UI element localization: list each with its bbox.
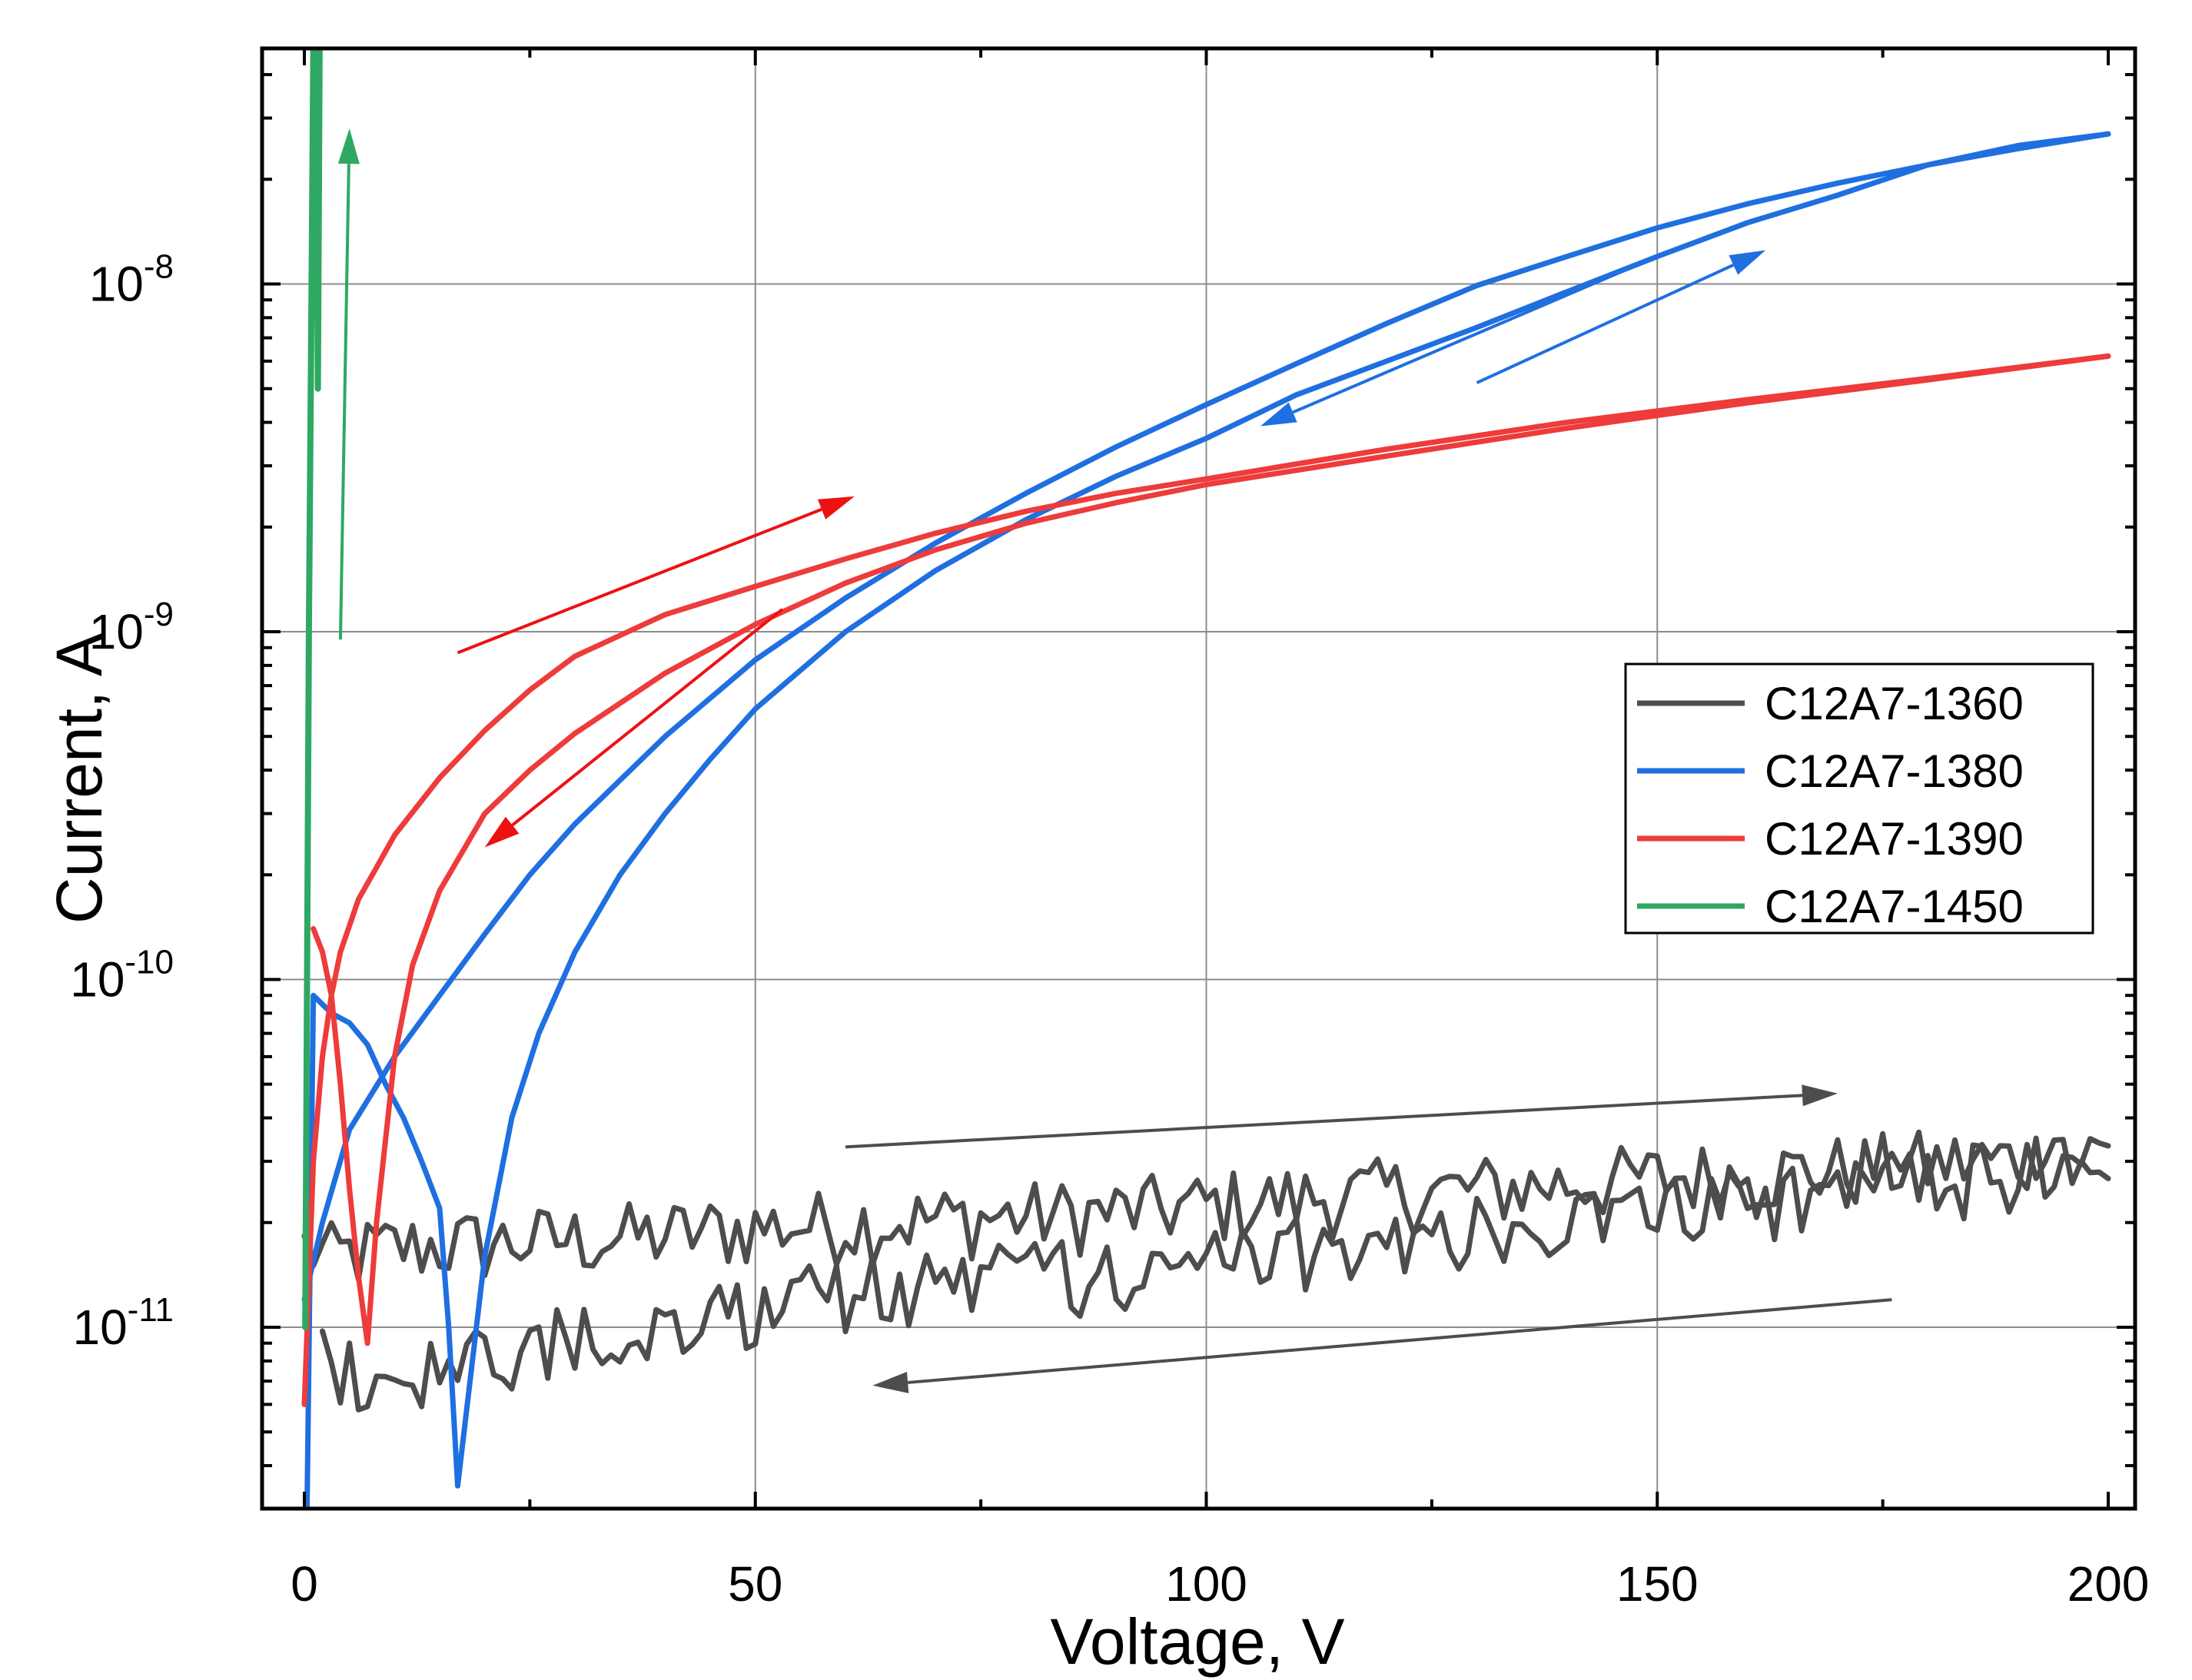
axis-ticks — [262, 48, 2135, 1509]
arrow-shaft — [907, 1298, 1892, 1384]
arrow-shaft — [511, 608, 784, 827]
y-tick-label: 10-11 — [72, 1291, 174, 1355]
arrow-shaft — [457, 507, 822, 655]
x-tick-labels: 0 50 100 150 200 — [291, 1556, 2149, 1612]
data-layer — [301, 48, 2111, 1509]
arrow-head — [1802, 1084, 1838, 1107]
y-tick-label: 10-8 — [89, 248, 174, 312]
x-tick-label: 100 — [1165, 1556, 1247, 1612]
annotation-arrow — [1476, 250, 1766, 384]
legend-label: C12A7-1390 — [1765, 813, 2024, 865]
x-tick-label: 200 — [2067, 1556, 2150, 1612]
series-line-forward — [301, 353, 2111, 1407]
arrow-head — [337, 128, 360, 164]
y-tick-labels: 10-8 10-9 10-10 10-11 — [70, 248, 174, 1356]
series-line-reverse — [320, 1137, 2111, 1413]
annotation-arrow — [872, 1298, 1892, 1393]
series-C12A7-1360 — [301, 1129, 2111, 1413]
arrow-head — [484, 816, 520, 848]
y-tick-label: 10-9 — [89, 596, 174, 659]
series-line-reverse — [301, 131, 2111, 1303]
series-C12A7-1380 — [301, 131, 2111, 1509]
x-tick-label: 0 — [291, 1556, 318, 1612]
annotation-arrows — [337, 128, 1892, 1393]
annotation-arrow — [1260, 254, 1659, 427]
series-line-low_branch — [304, 992, 460, 1509]
plot-frame — [260, 46, 2137, 1511]
annotation-arrow — [457, 496, 855, 655]
series-line-forward — [455, 131, 2111, 1489]
series-line-reverse — [364, 353, 2111, 1346]
legend: C12A7-1360 C12A7-1380 C12A7-1390 C12A7-1450 — [1624, 662, 2094, 935]
arrow-head — [1729, 250, 1766, 275]
annotation-arrow — [484, 608, 784, 848]
legend-label: C12A7-1450 — [1765, 881, 2024, 932]
arrow-head — [872, 1371, 909, 1393]
legend-item: C12A7-1380 — [1637, 745, 2024, 797]
arrow-shaft — [1476, 264, 1735, 384]
arrow-shaft — [338, 164, 350, 640]
y-tick-label: 10-10 — [70, 944, 174, 1008]
legend-item: C12A7-1450 — [1637, 881, 2024, 932]
series-C12A7-1450 — [302, 48, 323, 1330]
annotation-arrow — [337, 128, 360, 640]
legend-item: C12A7-1360 — [1637, 678, 2024, 729]
arrow-shaft — [845, 1094, 1803, 1149]
annotation-arrow — [845, 1084, 1838, 1149]
legend-item: C12A7-1390 — [1637, 813, 2024, 865]
y-axis-title: Current, A — [43, 633, 115, 924]
x-axis-title: Voltage, V — [1051, 1605, 1345, 1678]
series-line-forward — [302, 48, 323, 1330]
x-tick-label: 50 — [728, 1556, 782, 1612]
legend-label: C12A7-1380 — [1765, 745, 2024, 797]
arrow-head — [817, 496, 855, 520]
legend-label: C12A7-1360 — [1765, 678, 2024, 729]
series-line-forward — [301, 1129, 2111, 1283]
arrow-shaft — [1292, 254, 1659, 414]
series-line-low_branch — [311, 925, 370, 1346]
arrow-head — [1260, 402, 1297, 427]
x-tick-label: 150 — [1616, 1556, 1699, 1612]
legend-box — [1624, 662, 2094, 935]
series-C12A7-1390 — [301, 353, 2111, 1407]
